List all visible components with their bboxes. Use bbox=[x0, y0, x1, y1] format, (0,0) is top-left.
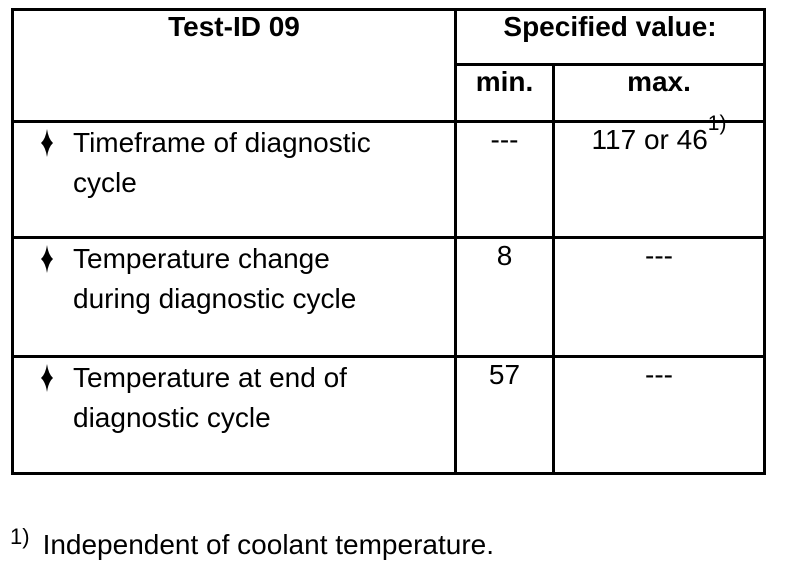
footnote-text: Independent of coolant temperature. bbox=[42, 529, 494, 560]
footnote-marker: 1) bbox=[10, 524, 30, 549]
row-label-cell: Temperature at end of diagnostic cycle bbox=[11, 355, 457, 475]
min-value-cell: 8 bbox=[454, 236, 555, 358]
row-label-line: Timeframe of diagnostic bbox=[73, 127, 371, 158]
diamond-bullet-icon bbox=[40, 245, 54, 273]
max-value-cell: 117 or 461) bbox=[552, 113, 766, 239]
max-value: 117 or 46 bbox=[591, 124, 708, 155]
min-value: --- bbox=[490, 124, 519, 155]
row-label: Timeframe of diagnostic cycle bbox=[73, 123, 371, 203]
min-value: 57 bbox=[488, 359, 521, 390]
max-header-cell: max. bbox=[552, 63, 766, 123]
table-row: Temperature change during diagnostic cyc… bbox=[11, 236, 766, 358]
max-value-cell: --- bbox=[552, 355, 766, 475]
max-value-cell: --- bbox=[552, 236, 766, 358]
min-value-cell: 57 bbox=[454, 355, 555, 475]
row-label-cell: Temperature change during diagnostic cyc… bbox=[11, 236, 457, 358]
footnote: 1) Independent of coolant temperature. bbox=[10, 524, 494, 561]
min-value: 8 bbox=[496, 240, 513, 271]
table-row: Temperature at end of diagnostic cycle 5… bbox=[11, 355, 766, 475]
row-label-line: during diagnostic cycle bbox=[73, 283, 357, 314]
row-label-line: cycle bbox=[73, 167, 137, 198]
specified-value-header-cell: Specified value: bbox=[454, 8, 766, 66]
row-label: Temperature at end of diagnostic cycle bbox=[73, 358, 347, 438]
diamond-bullet-icon bbox=[40, 129, 54, 157]
table-row: Timeframe of diagnostic cycle --- 117 or… bbox=[11, 113, 766, 239]
row-label-line: Temperature change bbox=[73, 243, 330, 274]
max-value: --- bbox=[645, 359, 673, 390]
row-label: Temperature change during diagnostic cyc… bbox=[73, 239, 356, 319]
min-value-cell: --- bbox=[454, 120, 555, 239]
row-label-line: diagnostic cycle bbox=[73, 402, 271, 433]
diamond-bullet-icon bbox=[40, 364, 54, 392]
max-value: --- bbox=[645, 240, 673, 271]
min-header-cell: min. bbox=[454, 63, 555, 123]
spec-table: Test-ID 09 Specified value: min. max. Ti… bbox=[11, 8, 766, 475]
row-label-cell: Timeframe of diagnostic cycle bbox=[11, 120, 457, 239]
footnote-reference: 1) bbox=[707, 111, 727, 135]
row-label-line: Temperature at end of bbox=[73, 362, 347, 393]
test-id-header-cell: Test-ID 09 bbox=[11, 8, 457, 123]
